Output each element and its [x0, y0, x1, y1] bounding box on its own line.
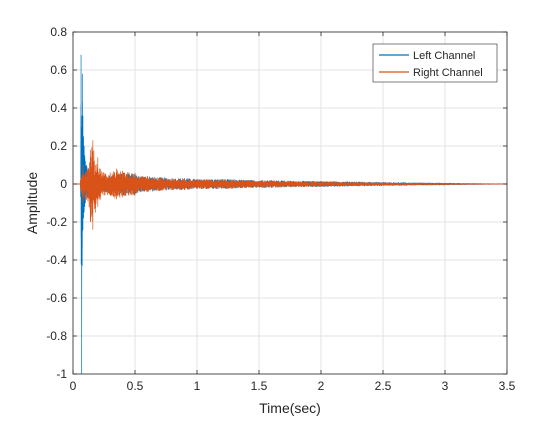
y-tick-label: -0.2: [46, 215, 67, 229]
x-tick-label: 3.5: [499, 379, 516, 393]
x-tick-label: 0: [70, 379, 77, 393]
y-tick-label: 0.2: [50, 139, 67, 153]
legend-box: [372, 43, 498, 83]
y-tick-label: 0.6: [50, 63, 67, 77]
y-tick-label: 0.8: [50, 25, 67, 39]
x-tick-label: 1.5: [251, 379, 268, 393]
y-tick-label: -0.8: [46, 329, 67, 343]
x-axis-label: Time(sec): [259, 400, 321, 416]
y-axis-label: Amplitude: [24, 172, 40, 234]
x-tick-label: 2.5: [375, 379, 392, 393]
y-tick-label: -1: [56, 367, 67, 381]
series-line-right: [73, 140, 508, 230]
x-tick-label: 3: [442, 379, 449, 393]
y-tick-label: -0.6: [46, 291, 67, 305]
y-tick-label: 0: [60, 177, 67, 191]
x-tick-label: 1: [194, 379, 201, 393]
axes-box: [72, 31, 508, 375]
x-tick-label: 2: [318, 379, 325, 393]
legend: Left Channel Right Channel: [372, 43, 498, 83]
legend-label: Left Channel: [413, 50, 475, 62]
plot-area: [73, 32, 507, 374]
series-group: [73, 54, 508, 374]
x-tick-label: 0.5: [127, 379, 144, 393]
y-tick-label: 0.4: [50, 101, 67, 115]
y-tick-label: -0.4: [46, 253, 67, 267]
ticks: 0 0.5 1 1.5 2 2.5 3 3.5 -1 -0.8 -0.6 -0.4 -0.2 0 0.2 0.…: [46, 25, 515, 393]
legend-label: Right Channel: [413, 67, 483, 79]
